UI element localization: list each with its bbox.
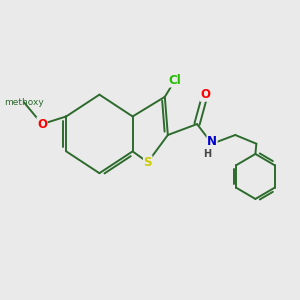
Text: N: N bbox=[207, 135, 217, 148]
Text: methoxy: methoxy bbox=[4, 98, 44, 107]
Text: S: S bbox=[143, 156, 152, 169]
Text: Cl: Cl bbox=[169, 74, 181, 87]
Text: O: O bbox=[37, 118, 47, 130]
Text: H: H bbox=[203, 149, 211, 159]
Text: O: O bbox=[200, 88, 210, 101]
